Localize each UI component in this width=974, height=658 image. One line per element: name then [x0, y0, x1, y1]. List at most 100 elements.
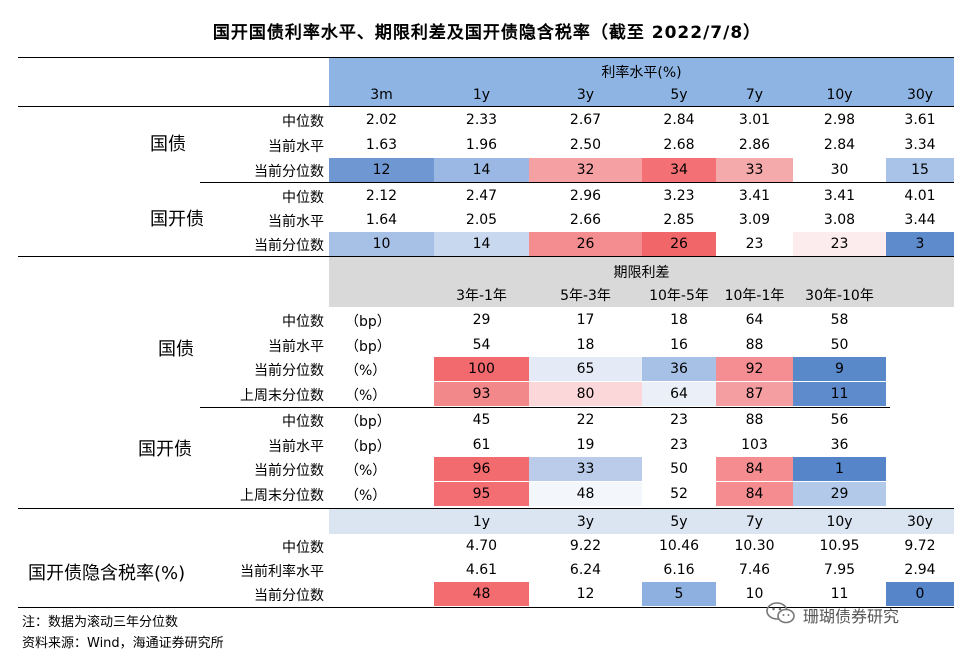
table-cell: 3.41	[823, 188, 856, 204]
table-cell: 3	[886, 232, 954, 256]
table-cell: 17	[576, 312, 595, 328]
section1-header-bg	[329, 58, 954, 106]
group-divider	[200, 407, 890, 408]
row-label: 当前水平	[268, 214, 324, 230]
table-cell: 1.64	[365, 212, 398, 228]
table-cell: 32	[529, 158, 642, 182]
section3-header-bg	[329, 509, 954, 534]
table-cell: 10.95	[819, 538, 860, 554]
table-cell: 0	[886, 582, 954, 606]
table-cell: 9.22	[569, 538, 602, 554]
table-cell: 10.46	[658, 538, 700, 554]
table-cell: 64	[642, 382, 716, 406]
table-cell: 10	[329, 232, 434, 256]
group-divider	[200, 182, 954, 183]
table-cell: 23	[716, 232, 793, 256]
section2-header-bg	[329, 257, 954, 307]
table-cell: 2.05	[465, 212, 498, 228]
table-cell: 1	[793, 457, 886, 481]
table-cell: 2.47	[465, 188, 498, 204]
column-header-1y: 1y	[472, 87, 491, 103]
section2-header-title: 期限利差	[613, 265, 670, 281]
row-unit: （%）	[345, 463, 387, 479]
table-cell: 7.46	[738, 562, 771, 578]
table-cell: 22	[576, 412, 595, 428]
table-cell: 30	[793, 158, 886, 182]
table-cell: 10.30	[734, 538, 775, 554]
column-header-3m: 3m	[370, 87, 393, 103]
table-cell: 18	[670, 312, 688, 328]
table-cell: 52	[642, 482, 716, 506]
table-cell: 23	[793, 232, 886, 256]
table-cell: 26	[529, 232, 642, 256]
table-cell: 18	[576, 337, 595, 353]
column-header-5y: 5y	[670, 87, 688, 103]
group-label: 国债	[150, 134, 186, 155]
table-cell: 3.23	[663, 188, 695, 204]
table-cell: 48	[434, 582, 529, 606]
table-cell: 95	[434, 482, 529, 506]
table-cell: 12	[329, 158, 434, 182]
row-label: 当前利率水平	[240, 564, 324, 580]
table-cell: 16	[670, 337, 688, 353]
table-cell: 1.63	[365, 137, 398, 153]
row-label: 当前分位数	[254, 463, 324, 479]
table-cell: 80	[529, 382, 642, 406]
column-header-3y: 3y	[576, 513, 595, 530]
table-cell: 9	[793, 357, 886, 381]
table-cell: 3.41	[738, 188, 771, 204]
table-cell: 2.85	[663, 212, 695, 228]
table-cell: 23	[670, 437, 688, 453]
table-cell: 33	[529, 457, 642, 481]
table-cell: 2.50	[569, 137, 602, 153]
row-label: 当前水平	[268, 439, 324, 455]
table-cell: 29	[793, 482, 886, 506]
table-cell: 2.33	[465, 112, 498, 128]
table-cell: 23	[670, 412, 688, 428]
table-cell: 50	[830, 337, 849, 353]
row-label: 当前分位数	[254, 238, 324, 254]
row-label: 中位数	[282, 414, 324, 430]
group-label: 国债	[158, 339, 194, 360]
table-cell: 2.67	[569, 112, 602, 128]
table-cell: 84	[716, 457, 793, 481]
table-cell: 100	[434, 357, 529, 381]
row-unit: （bp）	[345, 439, 391, 455]
table-cell: 2.84	[663, 112, 695, 128]
column-header-30y: 30y	[906, 87, 934, 103]
table-cell: 14	[434, 158, 529, 182]
column-header-7y: 7y	[745, 513, 764, 530]
table-cell: 3.09	[738, 212, 771, 228]
table-cell: 9.72	[904, 538, 936, 554]
rule-bottom	[18, 607, 954, 608]
row-label: 上周末分位数	[240, 488, 324, 504]
table-cell: 11	[793, 382, 886, 406]
table-cell: 93	[434, 382, 529, 406]
column-header-spread: 10年-5年	[649, 288, 709, 304]
table-cell: 88	[745, 337, 764, 353]
row-unit: （bp）	[345, 339, 391, 355]
column-header-3y: 3y	[576, 87, 595, 103]
table-cell: 65	[529, 357, 642, 381]
row-label: 当前分位数	[254, 588, 324, 604]
section1-header-title: 利率水平(%)	[601, 65, 682, 81]
table-cell: 12	[529, 582, 642, 606]
column-header-spread: 30年-10年	[805, 288, 874, 304]
column-header-10y: 10y	[826, 513, 853, 530]
column-header-spread: 10年-1年	[724, 288, 785, 304]
table-cell: 5	[642, 582, 716, 606]
group-label: 国开债	[150, 209, 204, 230]
watermark-text: 珊瑚债券研究	[803, 607, 900, 626]
row-label: 上周末分位数	[240, 388, 324, 404]
rule-header1	[18, 106, 954, 107]
table-cell: 56	[830, 412, 849, 428]
table-cell: 19	[576, 437, 595, 453]
table-cell: 96	[434, 457, 529, 481]
table-cell: 36	[830, 437, 849, 453]
table-cell: 10	[716, 582, 793, 606]
table-cell: 54	[472, 337, 491, 353]
table-cell: 2.02	[365, 112, 398, 128]
column-header-1y: 1y	[472, 513, 491, 530]
table-cell: 103	[741, 437, 768, 453]
row-unit: （bp）	[345, 314, 391, 330]
